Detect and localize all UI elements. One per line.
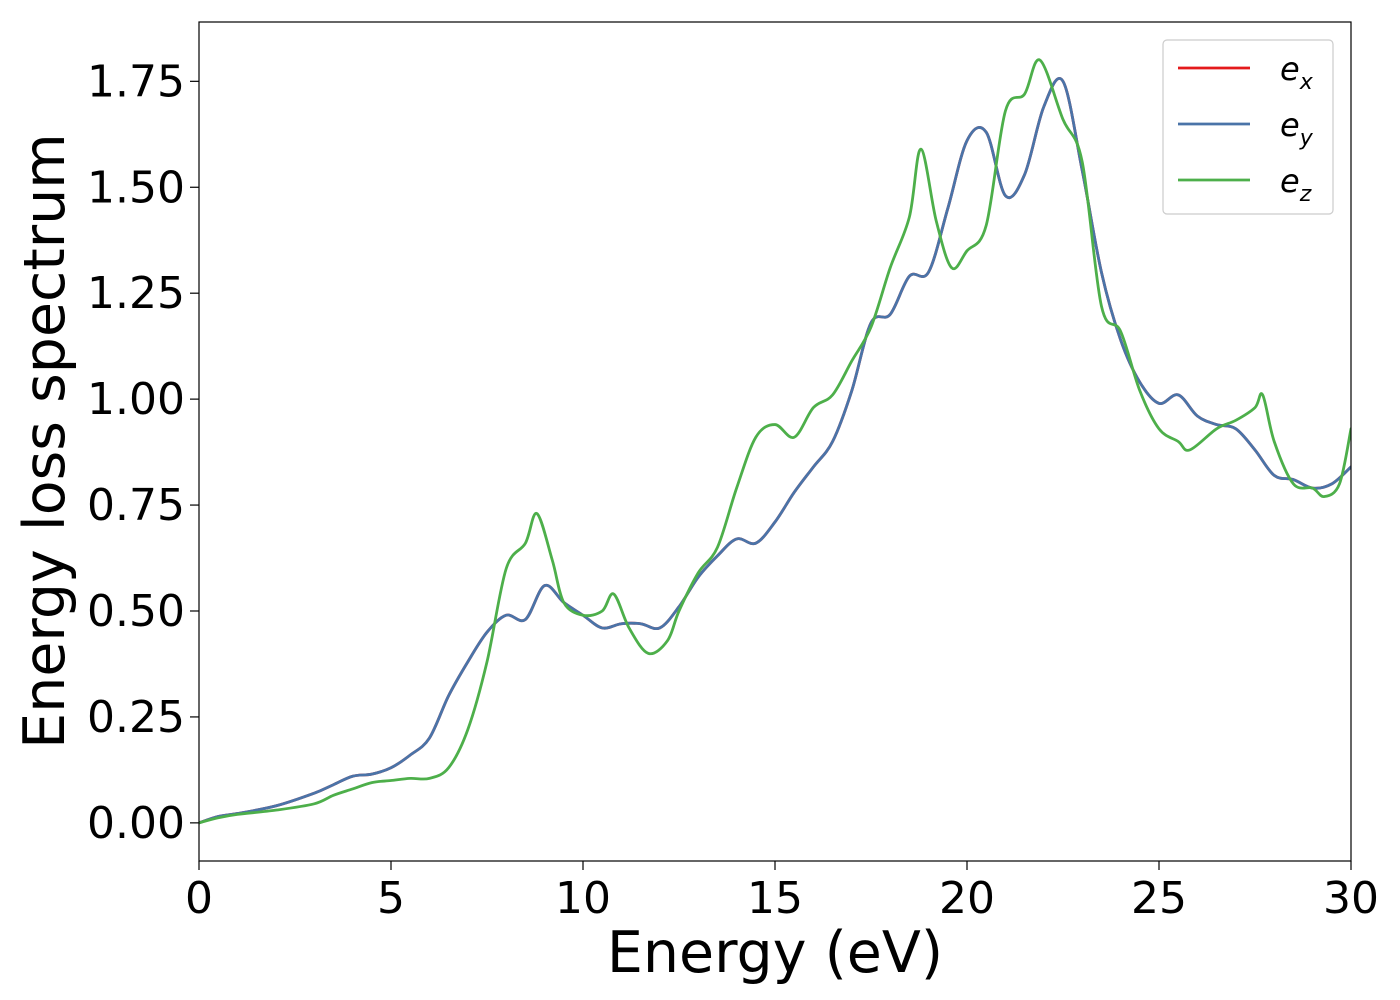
series-line-z — [199, 58, 1351, 825]
legend-label-sub: x — [1299, 70, 1314, 95]
y-axis-title: Energy loss spectrum — [12, 133, 78, 749]
legend-label-y: ey — [1280, 106, 1314, 151]
x-tick-label: 30 — [1323, 873, 1379, 924]
x-tick-label: 10 — [555, 873, 611, 924]
legend-label-x: ex — [1280, 50, 1314, 95]
series-line-y — [199, 77, 1351, 825]
y-tick-label: 1.25 — [87, 268, 185, 319]
x-tick-label: 25 — [1131, 873, 1187, 924]
x-axis-title: Energy (eV) — [607, 920, 943, 986]
legend-label-base: e — [1280, 50, 1300, 88]
y-tick-label: 0.25 — [87, 692, 185, 743]
y-tick-label: 1.50 — [87, 162, 185, 213]
legend-label-base: e — [1280, 106, 1300, 144]
x-axis-ticks: 0 5 10 15 20 25 30 — [185, 861, 1379, 924]
x-tick-label: 5 — [377, 873, 405, 924]
y-tick-label: 0.75 — [87, 480, 185, 531]
y-tick-label: 1.00 — [87, 374, 185, 425]
y-tick-label: 0.50 — [87, 586, 185, 637]
series-layer — [199, 58, 1351, 825]
x-tick-label: 20 — [939, 873, 995, 924]
y-tick-label: 1.75 — [87, 56, 185, 107]
legend-label-z: ez — [1280, 162, 1312, 207]
legend-label-sub: z — [1299, 182, 1312, 207]
legend-box — [1162, 39, 1334, 215]
y-axis-ticks: 0.00 0.25 0.50 0.75 1.00 1.25 1.50 1.75 — [87, 56, 199, 849]
x-tick-label: 0 — [185, 873, 213, 924]
y-tick-label: 0.00 — [87, 798, 185, 849]
legend-label-base: e — [1280, 162, 1300, 200]
legend-label-sub: y — [1299, 126, 1314, 151]
x-tick-label: 15 — [747, 873, 803, 924]
